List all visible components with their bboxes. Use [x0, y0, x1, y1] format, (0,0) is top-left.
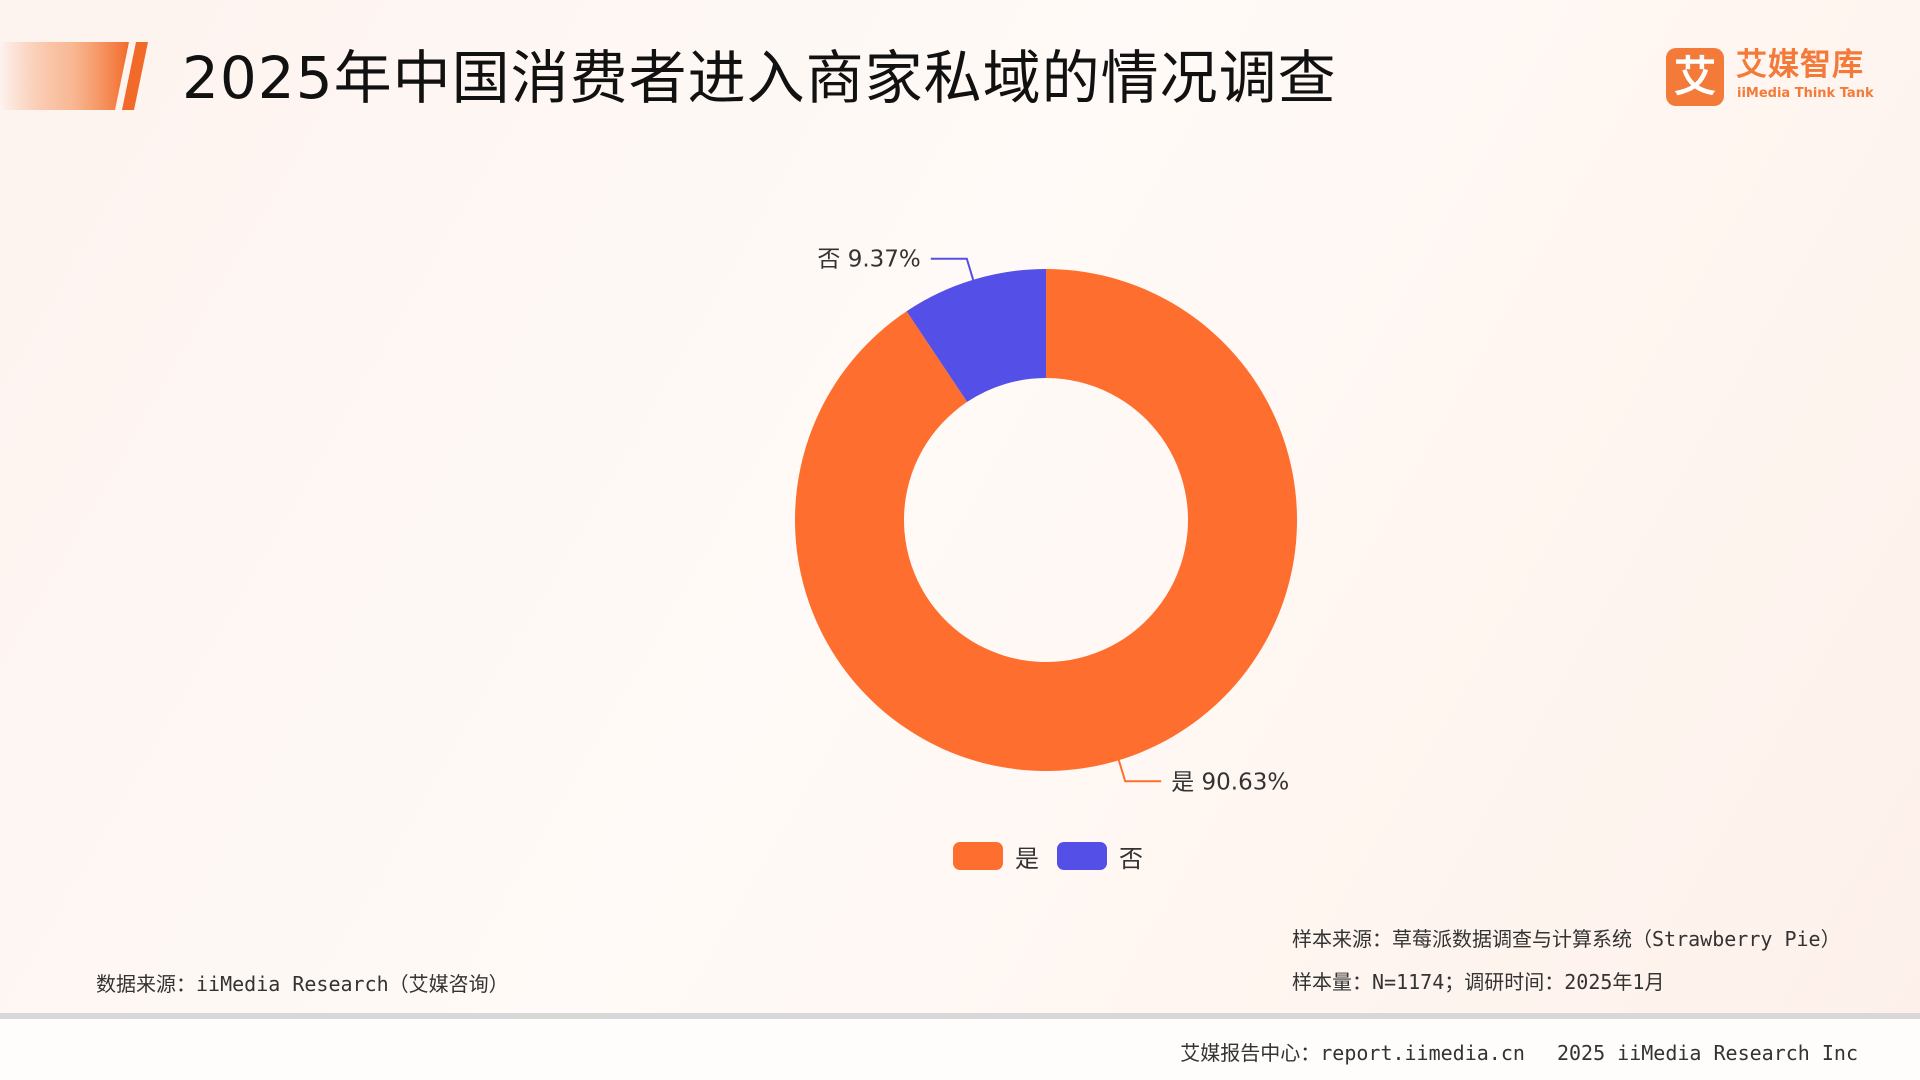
legend-item-yes[interactable]: 是	[953, 839, 1039, 874]
slice-label-1: 否 9.37%	[817, 247, 920, 273]
legend-label-yes: 是	[1015, 844, 1039, 873]
logo-name-en: iiMedia Think Tank	[1737, 86, 1874, 101]
donut-slice-1[interactable]	[906, 269, 1046, 402]
slice-label-0: 是 90.63%	[1171, 769, 1289, 795]
leader-line-1	[930, 257, 975, 281]
leader-line-0	[1117, 759, 1162, 783]
logo-mark-icon: 艾	[1666, 48, 1724, 106]
sample-source-note: 样本来源：草莓派数据调查与计算系统（Strawberry Pie）	[1292, 927, 1841, 951]
legend-swatch-yes	[953, 842, 1003, 870]
footer-bar	[0, 1019, 1920, 1080]
legend-swatch-no	[1057, 842, 1107, 870]
legend-label-no: 否	[1119, 844, 1143, 873]
page-title: 2025年中国消费者进入商家私域的情况调查	[182, 44, 1337, 112]
chart-legend: 是 否	[953, 838, 1161, 874]
data-source-note: 数据来源：iiMedia Research（艾媒咨询）	[96, 972, 509, 996]
footer-text: 艾媒报告中心：report.iimedia.cn 2025 iiMedia Re…	[1180, 1041, 1858, 1065]
legend-item-no[interactable]: 否	[1057, 839, 1143, 874]
logo-name-cn: 艾媒智库	[1736, 47, 1864, 83]
donut-slice-0[interactable]	[794, 269, 1297, 771]
sample-size-note: 样本量：N=1174；调研时间：2025年1月	[1292, 970, 1665, 994]
footer-divider	[0, 1013, 1920, 1019]
header-accent-bar	[0, 42, 148, 110]
brand-logo: 艾 艾媒智库 iiMedia Think Tank	[1666, 46, 1876, 110]
